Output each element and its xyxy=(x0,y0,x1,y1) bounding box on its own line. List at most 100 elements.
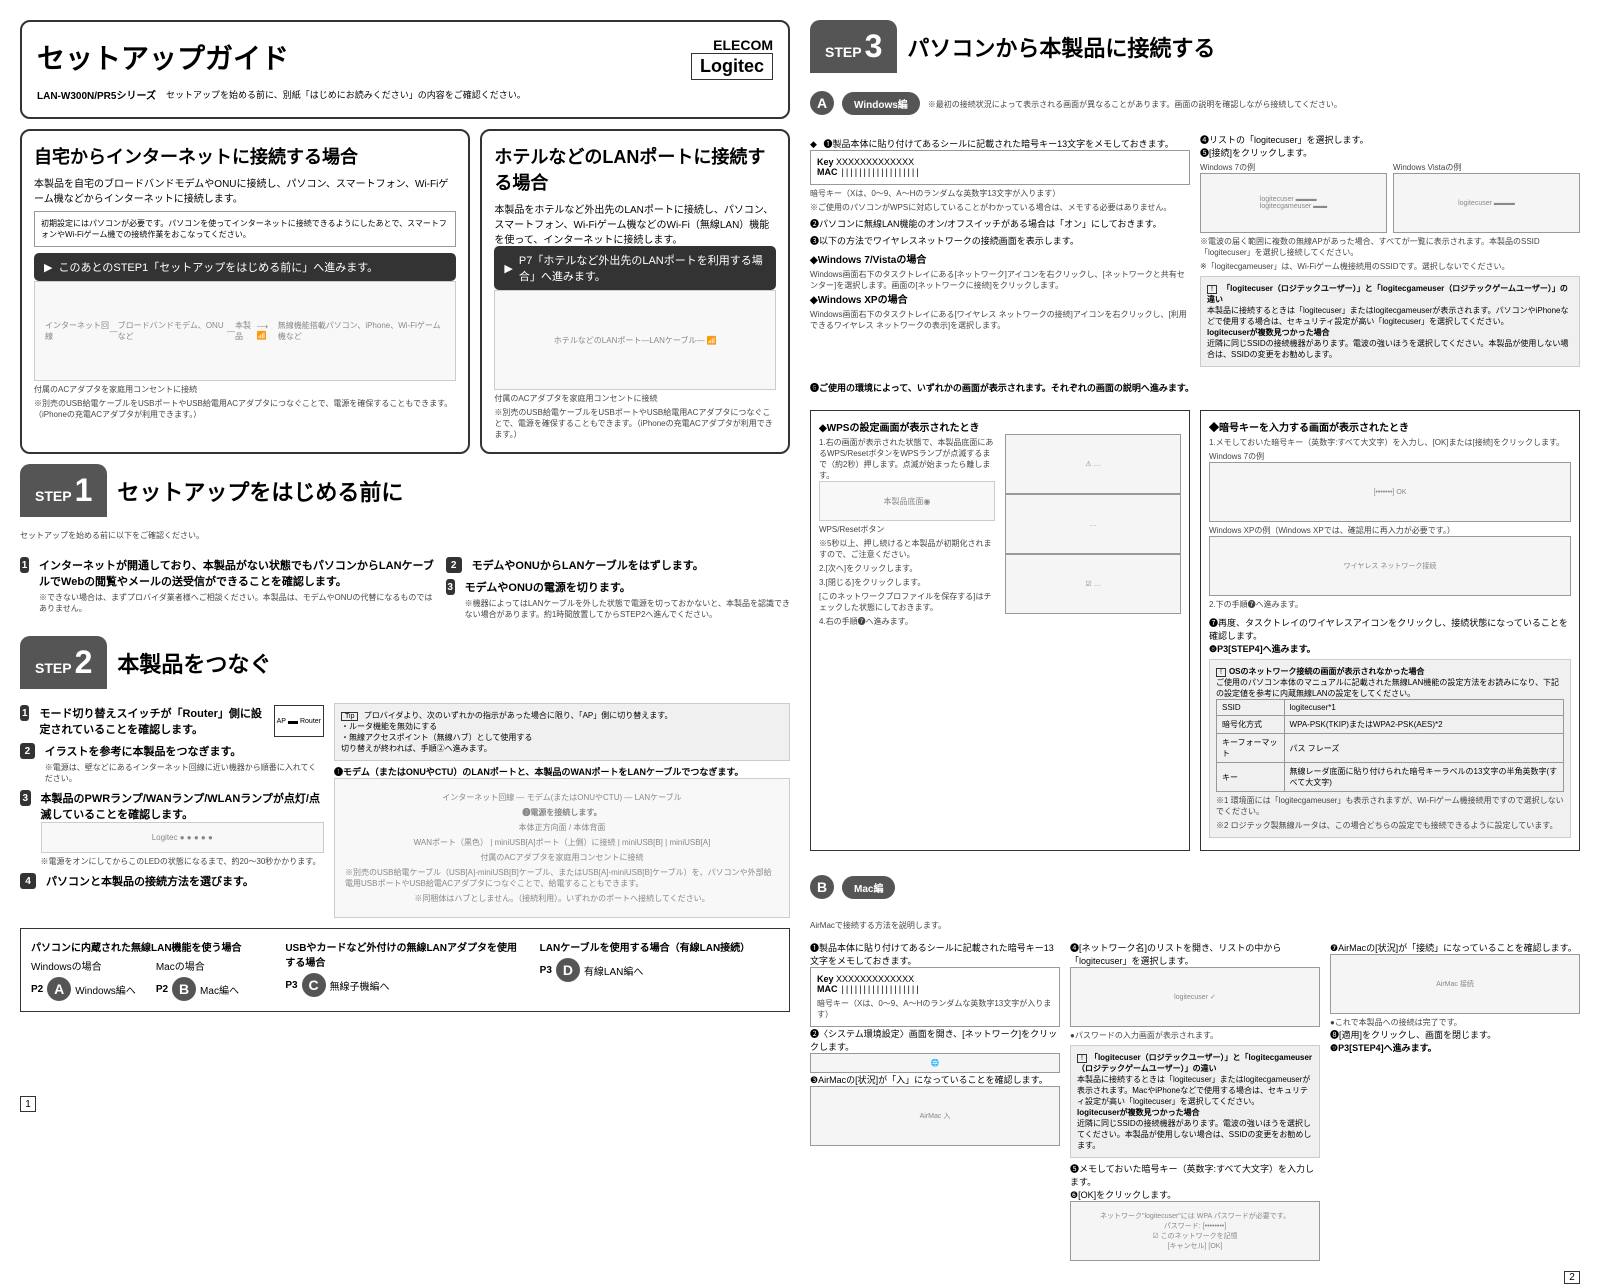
mac7: ❼AirMacの[状況]が「接続」になっていることを確認します。 xyxy=(1330,941,1580,954)
scenario-home-desc: 本製品を自宅のブロードバンドモデムやONUに接続し、パソコン、スマートフォン、W… xyxy=(34,175,456,205)
hotel-adapter: 付属のACアダプタを家庭用コンセントに接続 xyxy=(494,393,776,404)
hotel-usb-note: ※別売のUSB給電ケーブルをUSBポートやUSB給電用ACアダプタにつなぐことで… xyxy=(494,407,776,440)
mac-password-dialog: ネットワーク"logitecuser"には WPA パスワードが必要です。 パス… xyxy=(1070,1201,1320,1261)
mac2: ❷〈システム環境設定〉画面を開き、[ネットワーク]をクリックします。 xyxy=(810,1027,1060,1053)
proc3: ❸以下の方法でワイヤレスネットワークの接続画面を表示します。 xyxy=(810,234,1190,247)
key-win7-screenshot: [•••••••] OK xyxy=(1209,462,1571,522)
step1-item2: 2 モデムやONUからLANケーブルをはずします。 xyxy=(446,557,790,573)
home-usb-note: ※別売のUSB給電ケーブルをUSBポートやUSB給電用ACアダプタにつなぐことで… xyxy=(34,398,456,420)
tip-icon: ! xyxy=(1207,285,1217,294)
step1-header: STEP1 セットアップをはじめる前に xyxy=(20,464,790,517)
step1-title: セットアップをはじめる前に xyxy=(117,475,403,507)
proc3r-2: ❺[接続]をクリックします。 xyxy=(1200,146,1580,159)
mac-network-list: logitecuser ✓ xyxy=(1070,967,1320,1027)
mac-tip: !「logitecuser（ロジテックユーザー）」と「logitecgameus… xyxy=(1070,1045,1320,1158)
win7-screenshot: logitecuser ▬▬▬logitecgameuser ▬▬ xyxy=(1200,173,1387,233)
goto-wireless-adapter[interactable]: P3 C 無線子機編へ xyxy=(285,973,524,997)
home-diagram: インターネット回線 — ブロードバンドモデム、ONUなど — 本製品 ⟶ 📶 無… xyxy=(34,281,456,381)
connection-diagram: インターネット回線 — モデム(またはONUやCTU) — LANケーブル ❷電… xyxy=(334,778,790,918)
page-number-right: 2 xyxy=(1564,1271,1580,1284)
step2-item2: 2 イラストを参考に本製品をつなぎます。 ※電源は、壁などにあるインターネット回… xyxy=(20,743,324,784)
page-right: STEP3 パソコンから本製品に接続する A Windows編 ※最初の接続状況… xyxy=(810,20,1580,1112)
header: セットアップガイド ELECOM Logitec LAN-W300N/PR5シリ… xyxy=(20,20,790,119)
win7v: ◆Windows 7/Vistaの場合 Windows画面右下のタスクトレイにあ… xyxy=(810,251,1190,291)
home-adapter: 付属のACアダプタを家庭用コンセントに接続 xyxy=(34,384,456,395)
scenario-home-note: 初期設定にはパソコンが必要です。パソコンを使ってインターネットに接続できるように… xyxy=(34,211,456,247)
scenario-hotel-desc: 本製品をホテルなど外出先のLANポートに接続し、パソコン、スマートフォン、Wi-… xyxy=(494,201,776,246)
goto-windows[interactable]: P2 A Windows編へ xyxy=(31,977,136,1001)
wps-dialog-1: ⚠ … xyxy=(1005,434,1181,494)
key-sticker: Key XXXXXXXXXXXXX MAC |||||||||||||||||| xyxy=(810,150,1190,185)
mac9: ❾P3[STEP4]へ進みます。 xyxy=(1330,1041,1580,1054)
mac8: ❽[適用]をクリックし、画面を閉じます。 xyxy=(1330,1028,1580,1041)
scenario-home-title: 自宅からインターネットに接続する場合 xyxy=(34,143,456,169)
step3-title: パソコンから本製品に接続する xyxy=(907,31,1215,63)
goto-mac[interactable]: P2 B Mac編へ xyxy=(156,977,239,1001)
airmac-status-screenshot: AirMac 入 xyxy=(810,1086,1060,1146)
diagram-caption1: ❶モデム（またはONUやCTU）のLANポートと、本製品のWANポートをLANケ… xyxy=(334,765,790,778)
proc1: ❶製品本体に貼り付けてあるシールに記載された暗号キー13文字をメモしておきます。… xyxy=(810,137,1190,213)
hotel-diagram: ホテルなどのLANポート — LANケーブル — 📶 xyxy=(494,290,776,390)
step2-tip: Tip プロバイダより、次のいずれかの指示があった場合に限り、「AP」側に切り替… xyxy=(334,703,790,761)
scenario-hotel: ホテルなどのLANポートに接続する場合 本製品をホテルなど外出先のLANポートに… xyxy=(480,129,790,454)
step1-item1: 1 インターネットが開通しており、本製品がない状態でもパソコンからLANケーブル… xyxy=(20,557,436,614)
scenario-home: 自宅からインターネットに接続する場合 本製品を自宅のブロードバンドモデムやONU… xyxy=(20,129,470,454)
step2-item1: 1 モード切り替えスイッチが「Router」側に設定されていることを確認します。… xyxy=(20,705,324,737)
mac-section: B Mac編 xyxy=(810,875,1580,899)
goto-wired-lan[interactable]: P3 D 有線LAN編へ xyxy=(540,958,779,982)
step1-item3: 3 モデムやONUの電源を切ります。 ※機器によってはLANケーブルを外した状態… xyxy=(446,579,790,620)
gameuser-note: ※「logitecgameuser」は、Wi-Fiゲーム機接続用のSSIDです。… xyxy=(1200,261,1580,272)
step1-intro: セットアップを始める前に以下をご確認ください。 xyxy=(20,530,790,541)
key-flow: ◆暗号キーを入力する画面が表示されたとき 1.メモしておいた暗号キー（英数字:す… xyxy=(1200,410,1580,851)
proc2: ❷パソコンに無線LAN機能のオン/オフスイッチがある場合は「オン」にしておきます… xyxy=(810,217,1190,230)
scenario-hotel-arrow: P7「ホテルなど外出先のLANポートを利用する場合」へ進みます。 xyxy=(494,246,776,290)
settings-table: SSIDlogitecuser*1 暗号化方式WPA-PSK(TKIP)またはW… xyxy=(1216,699,1564,792)
scenario-hotel-title: ホテルなどのLANポートに接続する場合 xyxy=(494,143,776,195)
brand-elecom: ELECOM xyxy=(691,37,773,53)
mode-switch-icon: AP▬Router xyxy=(274,705,324,737)
wps-dialog-2: … xyxy=(1005,494,1181,554)
page-left: セットアップガイド ELECOM Logitec LAN-W300N/PR5シリ… xyxy=(20,20,790,1112)
connect-options: パソコンに内蔵された無線LAN機能を使う場合 Windowsの場合 P2 A W… xyxy=(20,928,790,1012)
step2-item3: 3 本製品のPWRランプ/WANランプ/WLANランプが点灯/点滅していることを… xyxy=(20,790,324,867)
two-users-tip: ! 「logitecuser（ロジテックユーザー）」と「logitecgameu… xyxy=(1200,276,1580,367)
key-winxp-screenshot: ワイヤレス ネットワーク接続 xyxy=(1209,536,1571,596)
connect-lan-title: LANケーブルを使用する場合（有線LAN接続） xyxy=(540,939,779,954)
brand-logitec: Logitec xyxy=(691,53,773,80)
proc3r-1: ❹リストの「logitecuser」を選択します。 xyxy=(1200,133,1580,146)
tip-icon: Tip xyxy=(341,712,358,721)
multi-ap-note: ※電波の届く範囲に複数の無線APがあった場合、すべてが一覧に表示されます。本製品… xyxy=(1200,236,1580,258)
mac3: ❸AirMacの[状況]が「入」になっていることを確認します。 xyxy=(810,1073,1060,1086)
mac4: ❹[ネットワーク名]のリストを開き、リストの中から「logitecuser」を選… xyxy=(1070,941,1320,967)
step2-header: STEP2 本製品をつなぐ xyxy=(20,636,790,689)
no-os-tip: !OSのネットワーク接続の画面が表示されなかった場合 ご使用のパソコン本体のマニ… xyxy=(1209,659,1571,838)
main-title: セットアップガイド xyxy=(37,37,289,77)
mac-key-sticker: Key XXXXXXXXXXXXX MAC ||||||||||||||||||… xyxy=(810,967,1060,1027)
device-bottom: 本製品底面 ◉ xyxy=(819,481,995,521)
connect-usb-title: USBやカードなど外付けの無線LANアダプタを使用する場合 xyxy=(285,939,524,969)
proc7: ❼再度、タスクトレイのワイヤレスアイコンをクリックし、接続状態になっていることを… xyxy=(1209,616,1571,642)
proc4: ❻ご使用の環境によって、いずれかの画面が表示されます。それぞれの画面の説明へ進み… xyxy=(810,381,1580,394)
mac5: ❺メモしておいた暗号キー（英数字:すべて大文字）を入力します。 xyxy=(1070,1162,1320,1188)
logos: ELECOM Logitec xyxy=(691,37,773,80)
barcode-icon: |||||||||||||||||| xyxy=(840,168,919,178)
mac1: ❶製品本体に貼り付けてあるシールに記載された暗号キー13文字をメモしておきます。 xyxy=(810,941,1060,967)
scenario-home-arrow: このあとのSTEP1「セットアップをはじめる前に」へ進みます。 xyxy=(34,253,456,281)
step2-item4: 4 パソコンと本製品の接続方法を選びます。 xyxy=(20,873,324,889)
led-diagram: Logitec ● ● ● ● ● xyxy=(41,822,325,853)
winxp: ◆Windows XPの場合 Windows画面右下のタスクトレイにある[ワイヤ… xyxy=(810,291,1190,331)
network-icon: 🌐 xyxy=(810,1053,1060,1073)
vista-screenshot: logitecuser ▬▬▬ xyxy=(1393,173,1580,233)
windows-section: A Windows編 ※最初の接続状況によって表示される画面が異なることがありま… xyxy=(810,91,1580,115)
model: LAN-W300N/PR5シリーズ xyxy=(37,87,156,102)
connect-builtin-title: パソコンに内蔵された無線LAN機能を使う場合 xyxy=(31,939,270,954)
wps-flow: ◆WPSの設定画面が表示されたとき 1.右の画面が表示された状態で、本製品底面に… xyxy=(810,410,1190,851)
mac6: ❻[OK]をクリックします。 xyxy=(1070,1188,1320,1201)
page-number-left: 1 xyxy=(20,1096,36,1112)
step2-title: 本製品をつなぐ xyxy=(117,647,271,679)
proc8: ❽P3[STEP4]へ進みます。 xyxy=(1209,642,1571,655)
wps-dialog-3: ☑ … xyxy=(1005,554,1181,614)
subtitle: セットアップを始める前に、別紙「はじめにお読みください」の内容をご確認ください。 xyxy=(166,88,526,101)
mac-connected-screenshot: AirMac 接続 xyxy=(1330,954,1580,1014)
step3-header: STEP3 パソコンから本製品に接続する xyxy=(810,20,1580,73)
